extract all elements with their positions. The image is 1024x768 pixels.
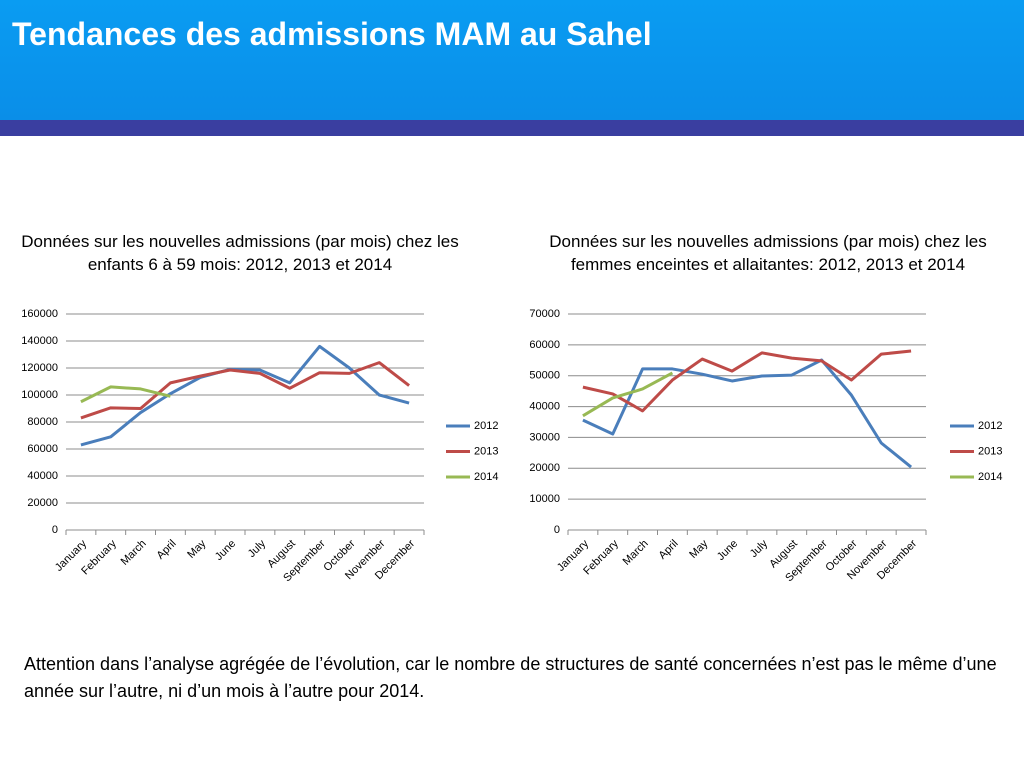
y-tick-label: 70000	[529, 308, 560, 320]
x-tick-label: May	[687, 537, 711, 561]
y-tick-label: 140000	[21, 335, 58, 347]
x-tick-label: July	[748, 537, 771, 560]
note: Attention dans l’analyse agrégée de l’év…	[24, 654, 997, 701]
y-tick-label: 50000	[529, 370, 560, 382]
legend-label: 2014	[474, 471, 498, 483]
y-tick-label: 60000	[529, 339, 560, 351]
y-tick-label: 40000	[27, 470, 58, 482]
y-tick-label: 60000	[27, 443, 58, 455]
series-line	[80, 361, 410, 420]
y-tick-label: 20000	[529, 462, 560, 474]
x-tick-label: May	[185, 537, 209, 561]
y-tick-label: 160000	[21, 308, 58, 320]
series-line	[80, 344, 410, 447]
series-line	[582, 358, 913, 469]
legend-label: 2012	[474, 420, 498, 432]
header-stripe	[0, 120, 1024, 136]
series-line	[582, 349, 912, 413]
chart-title: Données sur les nouvelles admissions (pa…	[549, 232, 987, 274]
chart-title: Données sur les nouvelles admissions (pa…	[21, 232, 459, 274]
series-line	[582, 371, 674, 418]
legend-label: 2013	[978, 445, 1002, 457]
y-tick-label: 0	[52, 524, 58, 536]
x-tick-label: July	[246, 537, 269, 560]
y-tick-label: 80000	[27, 416, 58, 428]
slide-title: Tendances des admissions MAM au Sahel	[12, 16, 652, 52]
x-tick-label: April	[155, 538, 179, 562]
series-line	[80, 385, 171, 404]
x-tick-label: April	[657, 538, 681, 562]
y-tick-label: 0	[554, 524, 560, 536]
x-tick-label: June	[213, 538, 238, 563]
y-tick-label: 30000	[529, 431, 560, 443]
legend-label: 2014	[978, 471, 1002, 483]
y-tick-label: 20000	[27, 497, 58, 509]
header-band	[0, 0, 1024, 120]
x-tick-label: March	[621, 538, 651, 568]
legend-label: 2012	[978, 420, 1002, 432]
legend-label: 2013	[474, 445, 498, 457]
x-tick-label: June	[715, 538, 740, 563]
y-tick-label: 100000	[21, 389, 58, 401]
y-tick-label: 40000	[529, 400, 560, 412]
y-tick-label: 10000	[529, 493, 560, 505]
y-tick-label: 120000	[21, 362, 58, 374]
x-tick-label: March	[119, 538, 149, 568]
